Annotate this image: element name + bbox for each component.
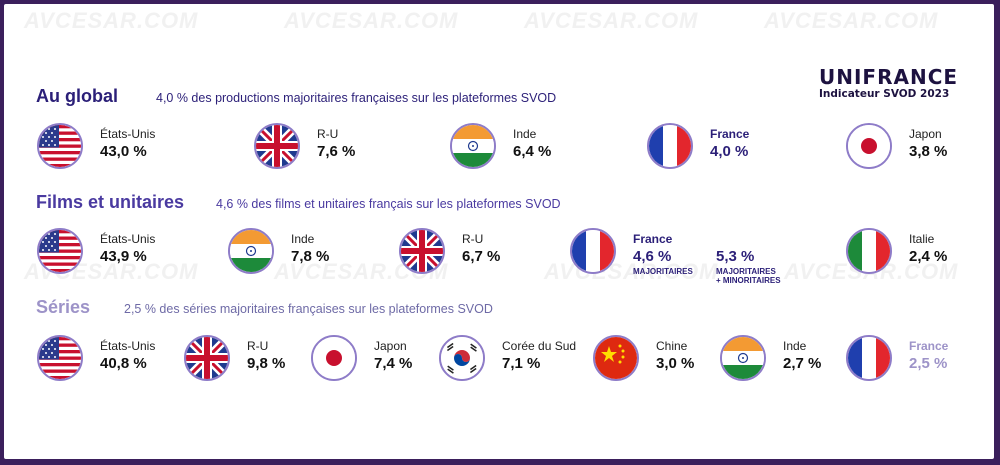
minoritaires-note: + MINORITAIRES — [716, 276, 781, 285]
watermark: AVCESAR.COM — [524, 8, 699, 33]
country-label: R-U — [317, 127, 339, 141]
section-title-films: Films et unitaires — [36, 192, 185, 212]
country-label: États-Unis — [100, 339, 156, 353]
us-flag-icon — [37, 228, 83, 274]
country-value: 7,8 % — [291, 248, 330, 265]
watermark-row-top: AVCESAR.COM AVCESAR.COM AVCESAR.COM AVCE… — [4, 8, 994, 38]
infographic: AVCESAR.COM AVCESAR.COM AVCESAR.COM AVCE… — [4, 4, 994, 459]
japan-flag-icon — [311, 335, 357, 381]
majoritaires-note-2: MAJORITAIRES — [716, 267, 776, 276]
uk-flag-icon — [184, 335, 230, 381]
country-value: 2,4 % — [909, 248, 948, 265]
country-label: Inde — [783, 339, 807, 353]
country-label: Inde — [513, 127, 537, 141]
us-flag-icon — [37, 335, 83, 381]
china-flag-icon — [593, 335, 639, 381]
country-value: 43,9 % — [100, 248, 147, 265]
france-flag-icon — [647, 123, 693, 169]
watermark: AVCESAR.COM — [24, 8, 199, 33]
country-value: 7,4 % — [374, 355, 413, 372]
country-value: 7,1 % — [502, 355, 541, 372]
section-desc-films: 4,6 % des films et unitaires français su… — [216, 197, 561, 211]
us-flag-icon — [37, 123, 83, 169]
logo-subtitle: Indicateur SVOD 2023 — [819, 88, 950, 100]
uk-flag-icon — [399, 228, 445, 274]
country-value: 7,6 % — [317, 143, 356, 160]
country-label: Japon — [374, 339, 407, 353]
watermark: AVCESAR.COM — [764, 8, 939, 33]
country-label: Chine — [656, 339, 688, 353]
country-value: 6,4 % — [513, 143, 552, 160]
country-label: Corée du Sud — [502, 339, 577, 353]
country-label: Inde — [291, 232, 315, 246]
india-flag-icon — [228, 228, 274, 274]
section-desc-series: 2,5 % des séries majoritaires françaises… — [124, 302, 493, 316]
logo-name: UNIFRANCE — [819, 65, 959, 89]
country-value: 6,7 % — [462, 248, 501, 265]
uk-flag-icon — [254, 123, 300, 169]
india-flag-icon — [720, 335, 766, 381]
country-value: 40,8 % — [100, 355, 147, 372]
country-label: France — [909, 339, 949, 353]
country-value: 2,5 % — [909, 355, 948, 372]
country-label: R-U — [247, 339, 269, 353]
south-korea-flag-icon — [439, 335, 485, 381]
country-label: États-Unis — [100, 127, 156, 141]
section-title-global: Au global — [36, 86, 118, 106]
watermark: AVCESAR.COM — [284, 8, 459, 33]
unifrance-logo: UNIFRANCE Indicateur SVOD 2023 — [819, 66, 979, 100]
india-flag-icon — [450, 123, 496, 169]
country-label: France — [710, 127, 750, 141]
japan-flag-icon — [846, 123, 892, 169]
italy-flag-icon — [846, 228, 892, 274]
country-label: France — [633, 232, 673, 246]
country-label: Italie — [909, 232, 935, 246]
country-value: 3,0 % — [656, 355, 695, 372]
country-value: 4,6 % — [633, 248, 672, 265]
country-label: R-U — [462, 232, 484, 246]
country-value: 4,0 % — [710, 143, 749, 160]
country-value: 2,7 % — [783, 355, 822, 372]
films-entry-france: France 4,6 % MAJORITAIRES 5,3 % MAJORITA… — [570, 228, 810, 290]
country-label: Japon — [909, 127, 942, 141]
country-value: 9,8 % — [247, 355, 286, 372]
section-desc-global: 4,0 % des productions majoritaires franç… — [156, 91, 557, 105]
country-value: 43,0 % — [100, 143, 147, 160]
majoritaires-minoritaires-value: 5,3 % — [716, 248, 755, 265]
section-title-series: Séries — [36, 297, 91, 317]
country-value: 3,8 % — [909, 143, 948, 160]
france-flag-icon — [846, 335, 892, 381]
country-label: États-Unis — [100, 232, 156, 246]
majoritaires-note: MAJORITAIRES — [633, 267, 693, 276]
france-flag-icon — [570, 228, 616, 274]
